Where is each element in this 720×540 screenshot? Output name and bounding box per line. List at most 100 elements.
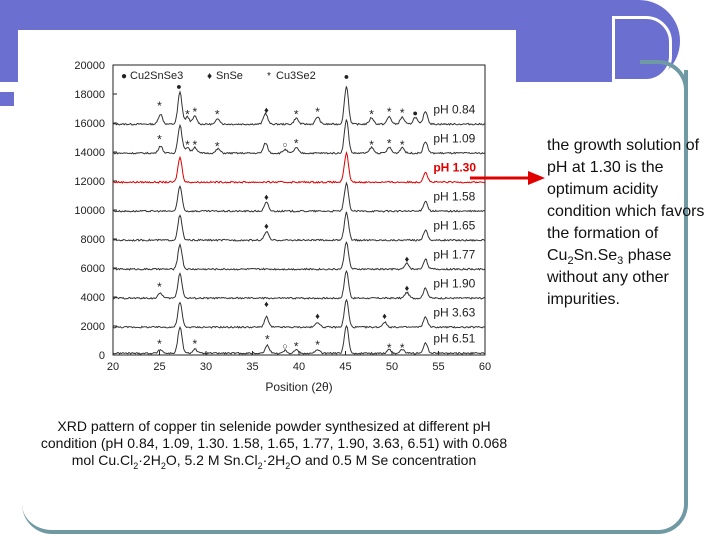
x-axis-label: Position (2θ) — [265, 380, 332, 394]
peak-marker: ♦ — [405, 283, 410, 293]
peak-marker: ♦ — [405, 254, 410, 264]
annotation-line-1: the growth solution of pH at 1.30 is the… — [547, 137, 705, 264]
series-line — [112, 119, 486, 155]
peak-marker: ♦ — [264, 299, 269, 309]
y-tick-label: 0 — [99, 350, 105, 362]
peak-marker: * — [369, 138, 374, 152]
y-tick-label: 2000 — [81, 321, 105, 333]
peak-marker: * — [400, 106, 405, 120]
peak-marker: * — [294, 340, 299, 354]
x-tick-label: 20 — [107, 361, 119, 373]
peak-marker: ● — [413, 108, 418, 118]
caption-part-4: ·2H — [262, 452, 286, 468]
peak-marker: * — [157, 337, 162, 351]
y-tick-label: 8000 — [81, 234, 105, 246]
x-tick-label: 60 — [479, 361, 491, 373]
peak-marker: ● — [176, 82, 181, 92]
y-tick-label: 16000 — [74, 118, 105, 130]
series-line — [112, 86, 486, 126]
peak-marker: * — [193, 337, 198, 351]
peak-marker: * — [387, 105, 392, 119]
peak-marker: ♦ — [264, 192, 269, 202]
series-label: pH 1.77 — [433, 248, 475, 262]
chart-panel: 0 2000 4000 6000 8000 10000 12000 14000 16000 180… — [30, 35, 515, 500]
series-line — [112, 269, 486, 300]
peak-marker: * — [387, 137, 392, 151]
series-label: pH 1.65 — [433, 219, 475, 233]
figure-caption: XRD pattern of copper tin selenide powde… — [34, 418, 514, 471]
peak-marker: * — [315, 338, 320, 352]
peak-marker: * — [157, 132, 162, 146]
series-label: pH 3.63 — [433, 306, 475, 320]
peak-marker: * — [215, 140, 220, 154]
slide-frame-border — [22, 70, 688, 534]
annotation-text: the growth solution of pH at 1.30 is the… — [547, 135, 712, 311]
series-line — [112, 150, 486, 184]
y-tick-label: 4000 — [81, 292, 105, 304]
peak-marker: ♦ — [264, 221, 269, 231]
caption-sub-3: 2 — [257, 460, 263, 471]
caption-sub-2: 2 — [160, 460, 166, 471]
legend-label: Cu2SnSe3 — [130, 70, 183, 82]
peak-marker: * — [193, 105, 198, 119]
peak-marker: * — [294, 108, 299, 122]
caption-part-3: O, 5.2 M Sn.Cl — [165, 452, 258, 468]
series-label: pH 1.30 — [433, 161, 476, 175]
legend-label: Cu3Se2 — [276, 70, 316, 82]
peak-marker: ♦ — [315, 311, 320, 321]
highlight-arrow-icon — [470, 171, 545, 185]
peak-marker: * — [265, 332, 270, 346]
peak-marker: * — [157, 99, 162, 113]
caption-part-1: XRD pattern of copper tin selenide powde… — [40, 418, 508, 468]
y-tick-label: 18000 — [74, 89, 105, 101]
caption-part-5: O and 0.5 M Se concentration — [290, 452, 477, 468]
y-tick-label: 10000 — [74, 205, 105, 217]
series-label: pH 6.51 — [433, 332, 475, 346]
peak-marker: ○ — [282, 140, 287, 150]
annotation-sub-1: 2 — [567, 255, 574, 268]
legend-marker: ♦ — [207, 71, 212, 82]
peak-marker: * — [185, 138, 190, 152]
slide-frame-left-stripe — [0, 92, 14, 106]
legend-marker: * — [267, 71, 271, 82]
caption-sub-4: 2 — [285, 460, 291, 471]
annotation-sub-2: 3 — [617, 255, 624, 268]
x-tick-label: 40 — [293, 361, 305, 373]
series-label: pH 1.09 — [433, 132, 475, 146]
x-tick-label: 45 — [339, 361, 351, 373]
y-tick-label: 6000 — [81, 263, 105, 275]
peak-marker: ○ — [282, 341, 287, 351]
peak-marker: * — [400, 138, 405, 152]
caption-part-2: ·2H — [138, 452, 161, 468]
series-line — [112, 181, 486, 213]
annotation-line-2: phase without any other impurities. — [547, 247, 672, 308]
y-tick-label: 12000 — [74, 176, 105, 188]
series-line — [112, 324, 486, 355]
peak-marker: ♦ — [264, 105, 269, 115]
legend-marker: ● — [121, 71, 127, 82]
y-tick-label: 14000 — [74, 147, 105, 159]
series-label: pH 0.84 — [433, 103, 475, 117]
series-line — [112, 241, 486, 271]
series-line — [112, 211, 486, 242]
x-tick-label: 25 — [153, 361, 165, 373]
peak-marker: * — [315, 105, 320, 119]
legend-label: SnSe — [216, 70, 243, 82]
peak-marker: * — [369, 108, 374, 122]
peak-marker: * — [185, 108, 190, 122]
peak-marker: * — [294, 137, 299, 151]
x-tick-label: 35 — [246, 361, 258, 373]
series-label: pH 1.58 — [433, 190, 475, 204]
series-label: pH 1.90 — [433, 277, 475, 291]
peak-marker: * — [157, 280, 162, 294]
peak-marker: ♦ — [382, 311, 387, 321]
y-tick-label: 20000 — [74, 60, 105, 72]
x-tick-label: 55 — [432, 361, 444, 373]
peak-marker: * — [215, 108, 220, 122]
peak-marker: * — [400, 341, 405, 355]
peak-marker: ● — [344, 72, 349, 82]
x-tick-label: 50 — [386, 361, 398, 373]
slide-frame-curve — [640, 60, 688, 124]
peak-marker: * — [387, 341, 392, 355]
